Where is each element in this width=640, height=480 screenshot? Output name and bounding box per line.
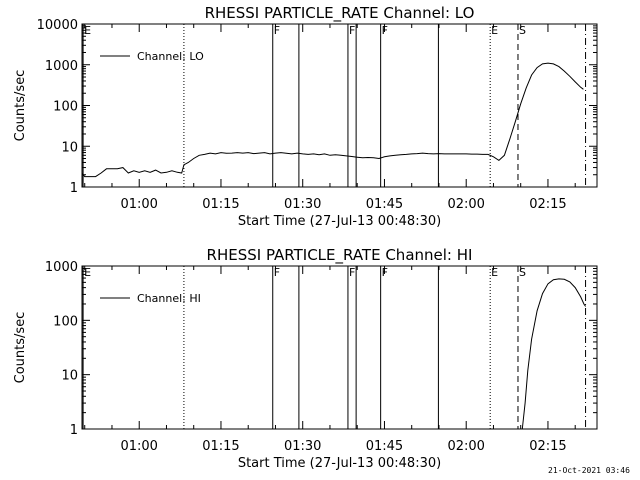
x-tick-label: 01:00 — [120, 439, 157, 454]
x-tick-label: 02:15 — [529, 197, 566, 212]
chart-title: RHESSI PARTICLE_RATE Channel: LO — [205, 4, 475, 23]
series-line — [81, 62, 584, 178]
chart-panel-2: RHESSI PARTICLE_RATE Channel: HI Counts/s… — [13, 246, 598, 471]
y-tick-label: 1000 — [45, 260, 78, 275]
footer-timestamp: 21-Oct-2021 03:46 — [548, 466, 630, 475]
x-tick-label: 02:00 — [447, 439, 484, 454]
y-tick-label: 100 — [53, 100, 78, 115]
event-label: E — [84, 266, 91, 279]
x-tick-label: 01:15 — [202, 197, 239, 212]
y-tick-label: 100 — [53, 314, 78, 329]
legend-label: Channel: LO — [137, 50, 204, 63]
x-tick-label: 02:00 — [447, 197, 484, 212]
event-label: F — [274, 24, 280, 37]
x-tick-label: 01:00 — [120, 197, 157, 212]
series-line — [521, 278, 587, 430]
event-label: F — [349, 266, 355, 279]
plot-frame — [81, 265, 598, 430]
x-axis-label: Start Time (27-Jul-13 00:48:30) — [238, 214, 441, 229]
x-tick-label: 01:15 — [202, 439, 239, 454]
event-label: S — [519, 266, 526, 279]
x-tick-label: 01:45 — [366, 439, 403, 454]
y-tick-label: 1 — [70, 181, 78, 196]
event-label: E — [491, 266, 498, 279]
event-label: F — [274, 266, 280, 279]
event-label: E — [491, 24, 498, 37]
y-axis-label: Counts/sec — [13, 70, 28, 142]
x-tick-label: 01:45 — [366, 197, 403, 212]
event-label: E — [84, 24, 91, 37]
event-label: S — [519, 24, 526, 37]
y-tick-label: 10000 — [37, 18, 78, 33]
event-label: F — [349, 24, 355, 37]
y-tick-label: 10 — [61, 369, 78, 384]
x-axis-label: Start Time (27-Jul-13 00:48:30) — [238, 456, 441, 471]
event-label: F — [382, 24, 388, 37]
chart-panel-1: RHESSI PARTICLE_RATE Channel: LO Counts/s… — [13, 4, 598, 229]
y-axis-label: Counts/sec — [13, 312, 28, 384]
event-label: F — [382, 266, 388, 279]
x-tick-label: 02:15 — [529, 439, 566, 454]
legend-label: Channel: HI — [137, 292, 201, 305]
y-tick-label: 1 — [70, 423, 78, 438]
x-tick-label: 01:30 — [284, 197, 321, 212]
y-tick-label: 10 — [61, 140, 78, 155]
chart-title: RHESSI PARTICLE_RATE Channel: HI — [207, 246, 473, 265]
y-tick-label: 1000 — [45, 59, 78, 74]
x-tick-label: 01:30 — [284, 439, 321, 454]
